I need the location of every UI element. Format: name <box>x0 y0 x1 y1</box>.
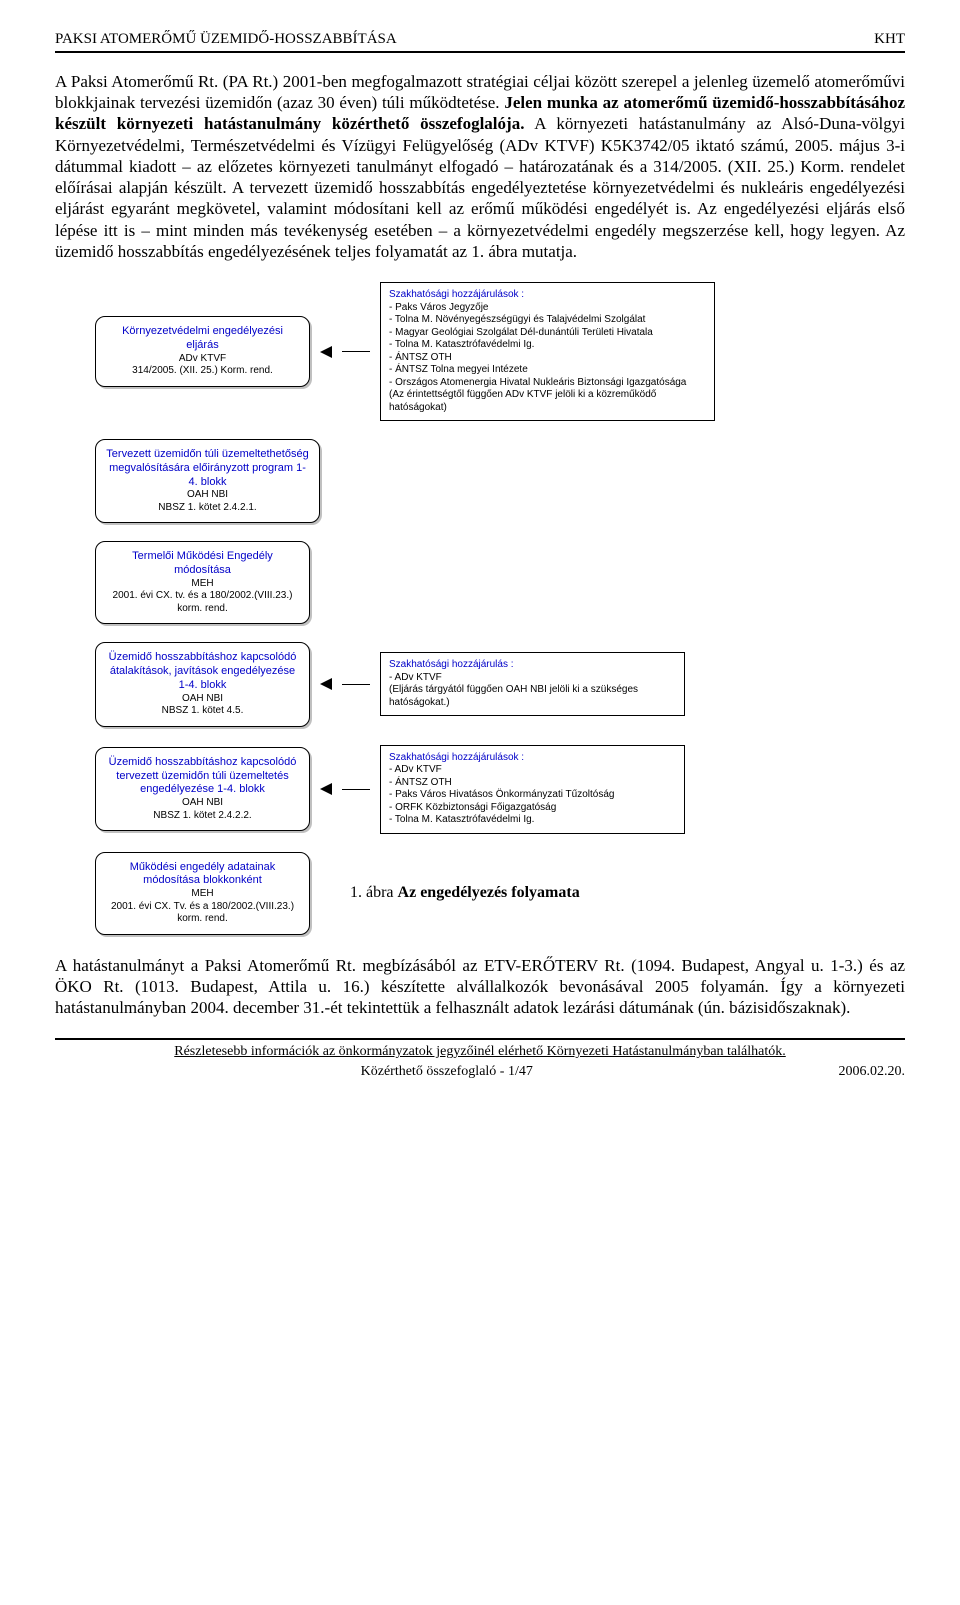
side1-line: - ÁNTSZ OTH <box>389 352 706 365</box>
paragraph-2: A hatástanulmányt a Paksi Atomerőmű Rt. … <box>55 955 905 1019</box>
arrow-line <box>342 351 370 352</box>
arrow-line <box>342 684 370 685</box>
side1-line: (Az érintettségtől függően ADv KTVF jelö… <box>389 389 706 414</box>
node6-title: Működési engedély adatainak módosítása b… <box>106 861 299 889</box>
node2-l2: NBSZ 1. kötet 2.4.2.1. <box>106 502 309 515</box>
node-producer-permit: Termelői Működési Engedély módosítása ME… <box>95 541 310 624</box>
side5-line: - ORFK Közbiztonsági Főigazgatóság <box>389 802 676 815</box>
figure-caption: 1. ábra Az engedélyezés folyamata <box>350 883 580 903</box>
footer-rule <box>55 1038 905 1040</box>
node6-l2: 2001. évi CX. Tv. és a 180/2002.(VIII.23… <box>106 901 299 926</box>
footer-row: Közérthető összefoglaló - 1/47 2006.02.2… <box>55 1063 905 1081</box>
footer-date: 2006.02.20. <box>838 1063 905 1081</box>
node4-title: Üzemidő hosszabbításhoz kapcsolódó átala… <box>106 651 299 692</box>
para1-part2: A környezeti hatástanulmány az Alsó-Duna… <box>55 114 905 261</box>
caption-label: 1. ábra <box>350 884 398 901</box>
diagram-row-4: Üzemidő hosszabbításhoz kapcsolódó átala… <box>95 642 685 726</box>
node4-l1: OAH NBI <box>106 693 299 706</box>
node3-l2: 2001. évi CX. tv. és a 180/2002.(VIII.23… <box>106 590 299 615</box>
node1-l1: ADv KTVF <box>106 353 299 366</box>
footer-note: Részletesebb információk az önkormányzat… <box>55 1043 905 1061</box>
arrow-left-icon <box>320 783 332 795</box>
node3-l1: MEH <box>106 578 299 591</box>
header-left: PAKSI ATOMERŐMŰ ÜZEMIDŐ-HOSSZABBÍTÁSA <box>55 30 397 49</box>
page-footer: Részletesebb információk az önkormányzat… <box>55 1038 905 1080</box>
side4-line: - ADv KTVF <box>389 672 676 685</box>
node6-l1: MEH <box>106 888 299 901</box>
side1-line: - Tolna M. Katasztrófavédelmi Ig. <box>389 339 706 352</box>
diagram-row-6: Működési engedély adatainak módosítása b… <box>95 852 580 935</box>
node-env-permit: Környezetvédelmi engedélyezési eljárás A… <box>95 316 310 387</box>
side4-line: (Eljárás tárgyától függően OAH NBI jelöl… <box>389 684 676 709</box>
node5-title: Üzemidő hosszabbításhoz kapcsolódó terve… <box>106 756 299 797</box>
arrow-left-icon <box>320 346 332 358</box>
diagram-row-5: Üzemidő hosszabbításhoz kapcsolódó terve… <box>95 745 685 834</box>
side1-line: - Országos Atomenergia Hivatal Nukleáris… <box>389 377 706 390</box>
paragraph-1: A Paksi Atomerőmű Rt. (PA Rt.) 2001-ben … <box>55 71 905 262</box>
footer-page: Közérthető összefoglaló - 1/47 <box>361 1063 533 1081</box>
side5-line: - Tolna M. Katasztrófavédelmi Ig. <box>389 814 676 827</box>
node2-l1: OAH NBI <box>106 489 309 502</box>
side1-line: - Tolna M. Növényegészségügyi és Talajvé… <box>389 314 706 327</box>
header-rule <box>55 51 905 53</box>
node-modifications: Üzemidő hosszabbításhoz kapcsolódó átala… <box>95 642 310 726</box>
node1-l2: 314/2005. (XII. 25.) Korm. rend. <box>106 365 299 378</box>
side1-line: - ÁNTSZ Tolna megyei Intézete <box>389 364 706 377</box>
side5-title: Szakhatósági hozzájárulások : <box>389 752 676 765</box>
sidebox-5: Szakhatósági hozzájárulások : - ADv KTVF… <box>380 745 685 834</box>
flow-diagram: Környezetvédelmi engedélyezési eljárás A… <box>55 282 905 935</box>
diagram-row-1: Környezetvédelmi engedélyezési eljárás A… <box>95 282 715 421</box>
side4-title: Szakhatósági hozzájárulás : <box>389 659 676 672</box>
caption-bold: Az engedélyezés folyamata <box>398 884 580 901</box>
side5-line: - Paks Város Hivatásos Önkormányzati Tűz… <box>389 789 676 802</box>
page-header: PAKSI ATOMERŐMŰ ÜZEMIDŐ-HOSSZABBÍTÁSA KH… <box>55 30 905 49</box>
diagram-row-2: Tervezett üzemidőn túli üzemeltethetőség… <box>95 439 320 523</box>
node1-title: Környezetvédelmi engedélyezési eljárás <box>106 325 299 353</box>
sidebox-4: Szakhatósági hozzájárulás : - ADv KTVF (… <box>380 652 685 716</box>
side5-line: - ADv KTVF <box>389 764 676 777</box>
node5-l1: OAH NBI <box>106 797 299 810</box>
node3-title: Termelői Működési Engedély módosítása <box>106 550 299 578</box>
header-right: KHT <box>874 30 905 49</box>
sidebox-1: Szakhatósági hozzájárulások : - Paks Vár… <box>380 282 715 421</box>
node2-title: Tervezett üzemidőn túli üzemeltethetőség… <box>106 448 309 489</box>
side1-title: Szakhatósági hozzájárulások : <box>389 289 706 302</box>
arrow-left-icon <box>320 678 332 690</box>
diagram-row-3: Termelői Működési Engedély módosítása ME… <box>95 541 310 624</box>
side1-line: - Paks Város Jegyzője <box>389 302 706 315</box>
node-extended-op: Üzemidő hosszabbításhoz kapcsolódó terve… <box>95 747 310 831</box>
side5-line: - ÁNTSZ OTH <box>389 777 676 790</box>
side1-line: - Magyar Geológiai Szolgálat Dél-dunántú… <box>389 327 706 340</box>
node4-l2: NBSZ 1. kötet 4.5. <box>106 705 299 718</box>
node5-l2: NBSZ 1. kötet 2.4.2.2. <box>106 810 299 823</box>
arrow-line <box>342 789 370 790</box>
node-program: Tervezett üzemidőn túli üzemeltethetőség… <box>95 439 320 523</box>
node-permit-data-mod: Működési engedély adatainak módosítása b… <box>95 852 310 935</box>
